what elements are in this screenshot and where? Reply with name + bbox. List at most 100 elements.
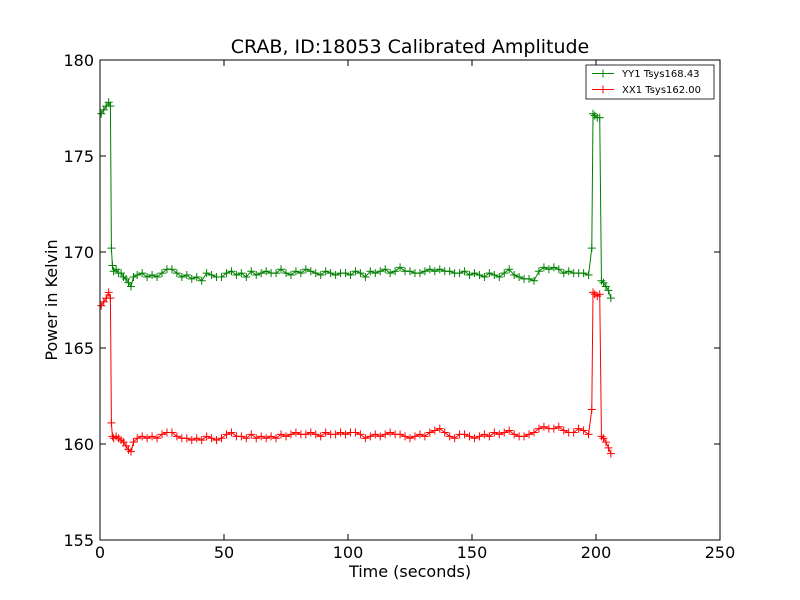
data-point-yy1	[510, 271, 519, 280]
data-point-yy1	[420, 267, 429, 276]
y-tick-label: 160	[63, 435, 94, 454]
ticks-layer: 0 50 100 150 200 250 155 160 165 170 175 180	[63, 51, 735, 562]
plot-frame	[99, 59, 721, 541]
data-point-xx1	[129, 438, 138, 447]
data-point-yy1	[282, 269, 290, 278]
data-point-yy1	[187, 274, 196, 283]
series-markers-yy1	[97, 98, 615, 303]
data-point-yy1	[133, 271, 142, 280]
data-point-xx1	[589, 288, 598, 297]
data-point-xx1	[148, 432, 157, 441]
chart-title: CRAB, ID:18053 Calibrated Amplitude	[231, 36, 590, 58]
data-point-xx1	[252, 434, 261, 443]
data-point-yy1	[430, 267, 439, 276]
legend: YY1 Tsys168.43 XX1 Tsys162.00	[585, 64, 715, 100]
data-point-yy1	[587, 244, 596, 253]
data-point-yy1	[366, 267, 375, 276]
data-point-yy1	[465, 271, 474, 280]
data-point-yy1	[107, 244, 116, 253]
data-point-xx1	[425, 428, 434, 437]
series-line-xx1	[100, 290, 612, 454]
data-point-xx1	[153, 434, 162, 443]
data-point-xx1	[597, 432, 606, 441]
series-line-yy1	[100, 101, 612, 299]
data-point-xx1	[420, 432, 429, 441]
series-layer	[97, 98, 615, 458]
data-point-yy1	[480, 272, 489, 281]
data-point-xx1	[311, 430, 320, 439]
data-point-xx1	[445, 432, 454, 441]
data-point-xx1	[595, 290, 604, 299]
data-point-yy1	[564, 267, 573, 276]
data-point-xx1	[237, 432, 246, 441]
data-point-yy1	[435, 265, 444, 274]
data-point-yy1	[306, 267, 315, 276]
data-point-yy1	[356, 269, 365, 278]
series-markers-xx1	[97, 288, 615, 458]
data-point-yy1	[153, 272, 162, 281]
data-point-yy1	[425, 265, 434, 274]
x-tick-label: 200	[581, 543, 612, 562]
data-point-xx1	[257, 432, 266, 441]
data-point-xx1	[187, 436, 196, 445]
data-point-xx1	[549, 424, 558, 433]
data-point-yy1	[579, 269, 588, 278]
data-point-yy1	[559, 269, 568, 278]
data-point-yy1	[455, 269, 464, 278]
data-point-yy1	[296, 269, 305, 278]
data-point-xx1	[376, 432, 385, 441]
data-point-xx1	[604, 443, 613, 452]
data-point-yy1	[143, 272, 152, 281]
data-point-yy1	[606, 294, 615, 303]
data-point-yy1	[177, 272, 186, 281]
data-point-yy1	[207, 271, 216, 280]
data-point-yy1	[252, 271, 261, 280]
data-point-yy1	[138, 269, 147, 278]
data-point-xx1	[510, 430, 519, 439]
data-point-yy1	[406, 267, 414, 276]
data-point-yy1	[257, 269, 266, 278]
data-point-yy1	[490, 271, 499, 280]
data-point-yy1	[286, 271, 295, 280]
data-point-xx1	[470, 434, 479, 443]
data-point-xx1	[172, 432, 181, 441]
data-point-xx1	[127, 447, 135, 456]
data-point-xx1	[525, 430, 534, 439]
data-point-yy1	[549, 263, 558, 272]
data-point-yy1	[604, 286, 613, 295]
data-point-xx1	[440, 428, 449, 437]
data-point-yy1	[227, 267, 236, 276]
data-point-yy1	[167, 265, 176, 274]
data-point-yy1	[475, 271, 484, 280]
data-point-xx1	[465, 432, 474, 441]
data-point-yy1	[222, 269, 231, 278]
data-point-yy1	[104, 98, 113, 107]
data-point-xx1	[534, 424, 543, 433]
data-point-xx1	[569, 428, 578, 437]
data-point-xx1	[306, 428, 315, 437]
data-point-xx1	[505, 426, 514, 435]
data-point-yy1	[106, 102, 115, 111]
data-point-yy1	[371, 269, 380, 278]
data-point-xx1	[138, 432, 147, 441]
y-tick-label: 180	[63, 51, 94, 70]
data-point-xx1	[262, 434, 271, 443]
y-tick-label: 155	[63, 531, 94, 550]
data-point-xx1	[490, 428, 499, 437]
data-point-xx1	[495, 430, 504, 439]
data-point-yy1	[242, 272, 251, 281]
data-point-xx1	[301, 430, 310, 439]
data-point-xx1	[539, 422, 548, 431]
data-point-xx1	[584, 430, 593, 439]
data-point-xx1	[530, 428, 538, 437]
data-point-yy1	[197, 276, 206, 285]
data-point-xx1	[197, 436, 206, 445]
data-point-yy1	[386, 269, 395, 278]
data-point-xx1	[242, 434, 251, 443]
legend-label-yy1: YY1 Tsys168.43	[621, 69, 700, 80]
data-point-xx1	[143, 434, 152, 443]
data-point-xx1	[460, 430, 469, 439]
data-point-xx1	[133, 434, 142, 443]
data-point-xx1	[202, 432, 211, 441]
data-point-xx1	[415, 430, 424, 439]
